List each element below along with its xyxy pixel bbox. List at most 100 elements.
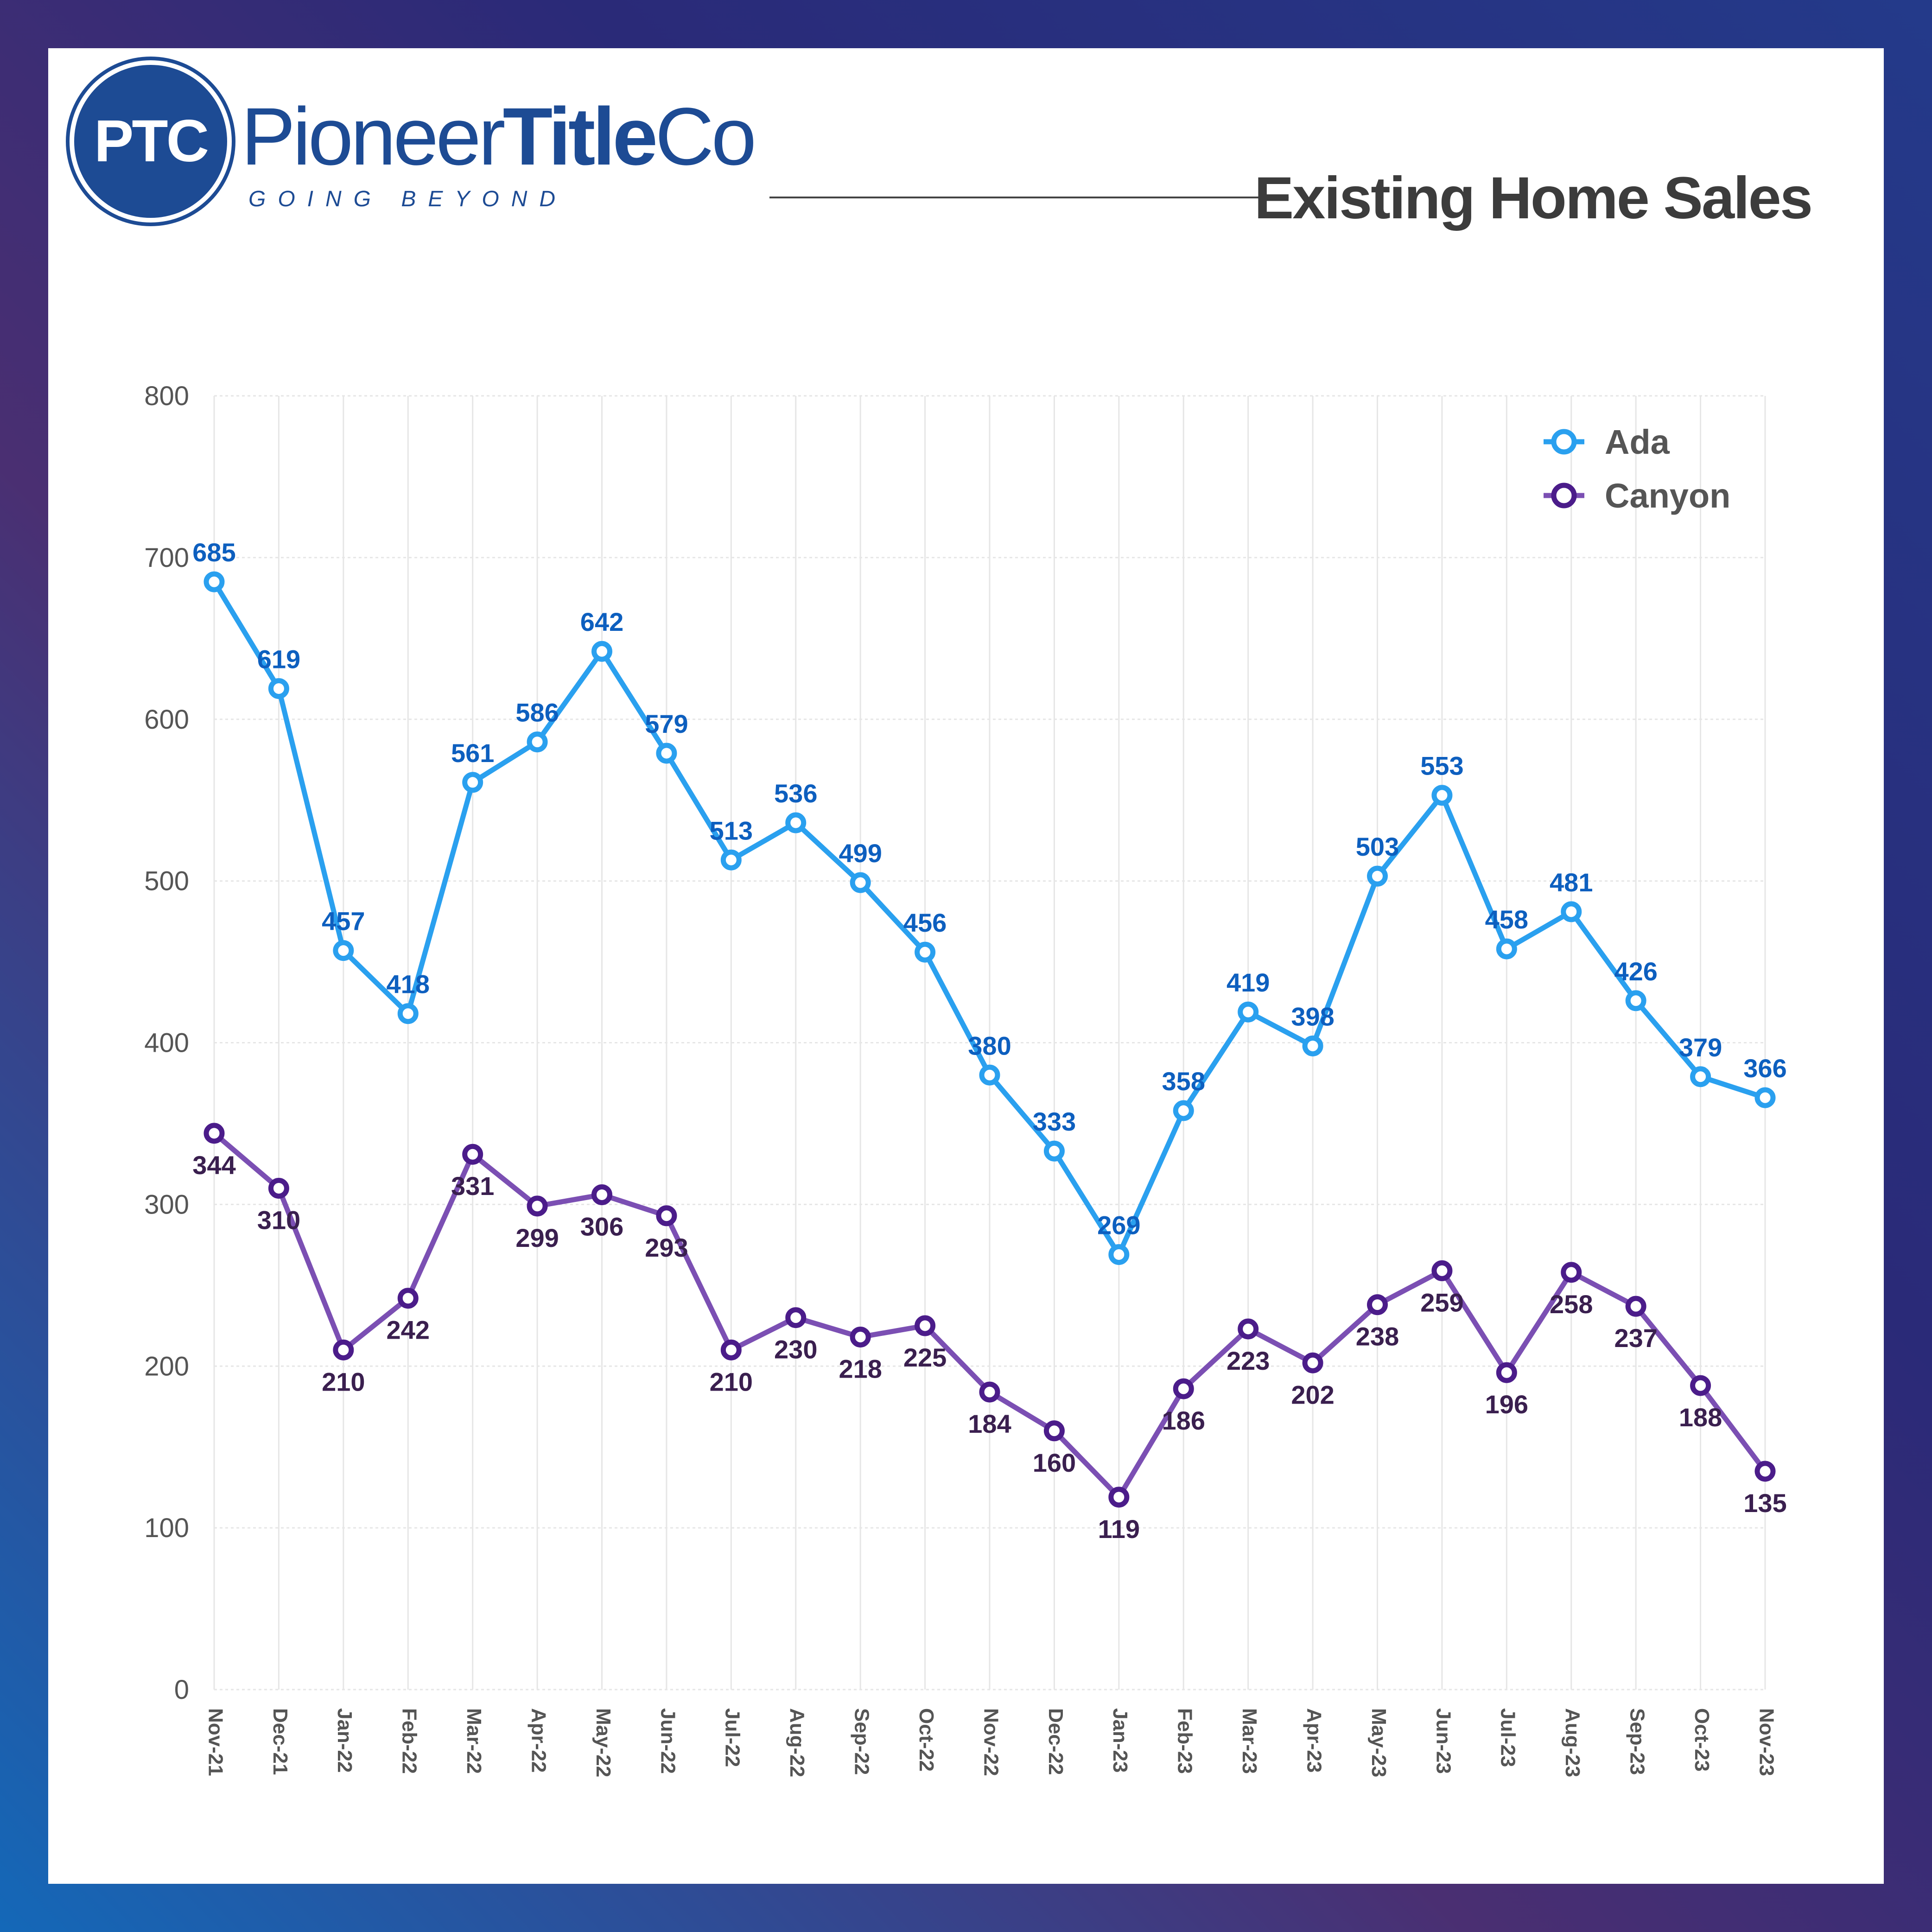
ada-data-point (1496, 938, 1517, 960)
ada-data-point (979, 1064, 1000, 1086)
content-panel (48, 48, 1884, 1884)
ada-data-point (1754, 1087, 1776, 1108)
canyon-data-label: 258 (1550, 1290, 1593, 1319)
canyon-data-label: 237 (1614, 1323, 1657, 1353)
canyon-data-point (1625, 1296, 1646, 1317)
ada-data-point (850, 872, 871, 893)
canyon-data-label: 210 (710, 1367, 753, 1396)
y-tick-label: 600 (144, 705, 189, 735)
ada-data-label: 458 (1485, 905, 1528, 934)
x-tick-label: May-22 (592, 1708, 615, 1777)
ada-data-label: 379 (1679, 1033, 1722, 1062)
canyon-data-label: 184 (968, 1409, 1011, 1438)
y-tick-label: 500 (144, 866, 189, 896)
x-tick-label: Sep-23 (1626, 1708, 1649, 1775)
ada-data-label: 481 (1550, 868, 1593, 897)
legend-ada-label: Ada (1605, 423, 1670, 461)
x-tick-label: Aug-23 (1561, 1708, 1584, 1777)
ada-data-point (1690, 1066, 1711, 1087)
ada-data-point (462, 772, 483, 793)
y-tick-label: 200 (144, 1351, 189, 1381)
ada-data-point (720, 849, 742, 871)
ada-data-label: 456 (903, 908, 947, 937)
canyon-data-label: 188 (1679, 1403, 1722, 1432)
y-tick-label: 400 (144, 1028, 189, 1058)
x-tick-label: Sep-22 (851, 1708, 873, 1775)
canyon-data-label: 160 (1033, 1448, 1076, 1477)
canyon-data-label: 186 (1162, 1406, 1205, 1435)
ada-data-point (1431, 785, 1453, 806)
ada-data-label: 419 (1227, 968, 1270, 997)
canyon-data-point (915, 1315, 936, 1336)
brand-tagline: GOING BEYOND (248, 187, 568, 211)
canyon-data-label: 238 (1356, 1322, 1399, 1351)
x-tick-label: Mar-22 (463, 1708, 485, 1774)
canyon-data-point (1496, 1362, 1517, 1383)
header-divider (769, 197, 1289, 198)
ada-data-label: 642 (580, 607, 623, 636)
canyon-data-point (527, 1195, 548, 1217)
x-tick-label: Nov-23 (1755, 1708, 1778, 1776)
ada-data-point (397, 1003, 419, 1024)
x-tick-label: Jun-22 (656, 1708, 679, 1774)
ptc-badge-icon (74, 65, 227, 218)
canyon-data-label: 259 (1420, 1288, 1463, 1317)
brand-bold: Title (502, 91, 658, 182)
canyon-data-point (785, 1307, 807, 1328)
canyon-data-point (203, 1123, 225, 1144)
ada-data-point (203, 571, 225, 592)
y-tick-label: 100 (144, 1513, 189, 1543)
canyon-data-point (591, 1184, 612, 1205)
ada-data-point (1043, 1140, 1065, 1162)
x-tick-label: Oct-22 (915, 1708, 938, 1772)
ada-data-label: 426 (1614, 957, 1657, 986)
x-tick-label: Jun-23 (1432, 1708, 1455, 1774)
ada-data-point (591, 641, 612, 662)
canyon-data-point (333, 1339, 354, 1360)
canyon-data-label: 299 (515, 1223, 559, 1252)
ada-data-point (1561, 901, 1582, 922)
x-tick-label: Mar-23 (1238, 1708, 1261, 1774)
legend-canyon-label: Canyon (1605, 477, 1730, 515)
canyon-data-point (1754, 1461, 1776, 1482)
canyon-data-label: 210 (322, 1367, 365, 1396)
x-tick-label: Dec-21 (269, 1708, 292, 1775)
canyon-data-label: 218 (839, 1354, 882, 1383)
ada-data-label: 380 (968, 1031, 1011, 1060)
x-tick-label: May-23 (1367, 1708, 1390, 1777)
ada-data-label: 418 (387, 970, 430, 999)
ada-data-label: 579 (645, 709, 688, 738)
canyon-data-label: 310 (257, 1205, 300, 1234)
canyon-data-point (1431, 1260, 1453, 1281)
ada-data-label: 398 (1291, 1002, 1334, 1031)
y-tick-label: 300 (144, 1189, 189, 1220)
x-tick-label: Apr-23 (1303, 1708, 1325, 1773)
canyon-data-point (850, 1326, 871, 1347)
ada-data-label: 333 (1033, 1107, 1076, 1136)
canyon-data-label: 119 (1098, 1514, 1140, 1544)
canyon-data-label: 196 (1485, 1390, 1528, 1419)
ada-data-point (1302, 1035, 1323, 1056)
ada-data-point (333, 940, 354, 961)
canyon-data-label: 331 (451, 1171, 494, 1201)
canyon-data-point (656, 1205, 677, 1227)
canyon-data-point (1561, 1262, 1582, 1283)
canyon-data-label: 135 (1743, 1488, 1786, 1518)
ada-data-label: 499 (839, 839, 882, 868)
ada-data-label: 366 (1743, 1054, 1786, 1083)
ada-data-label: 536 (774, 779, 817, 808)
canyon-data-point (1238, 1318, 1259, 1340)
ada-data-point (1238, 1001, 1259, 1023)
ada-data-point (1108, 1244, 1130, 1265)
ada-data-label: 358 (1162, 1067, 1205, 1096)
page-title: Existing Home Sales (1254, 165, 1813, 231)
canyon-data-label: 225 (903, 1343, 947, 1372)
ada-data-point (527, 731, 548, 753)
ada-data-label: 561 (451, 738, 494, 768)
legend-canyon-marker (1551, 483, 1577, 508)
canyon-data-label: 293 (645, 1233, 688, 1262)
ada-data-label: 553 (1420, 751, 1463, 781)
canyon-data-point (397, 1288, 419, 1309)
brand-name: PioneerTitleCo (241, 90, 756, 184)
